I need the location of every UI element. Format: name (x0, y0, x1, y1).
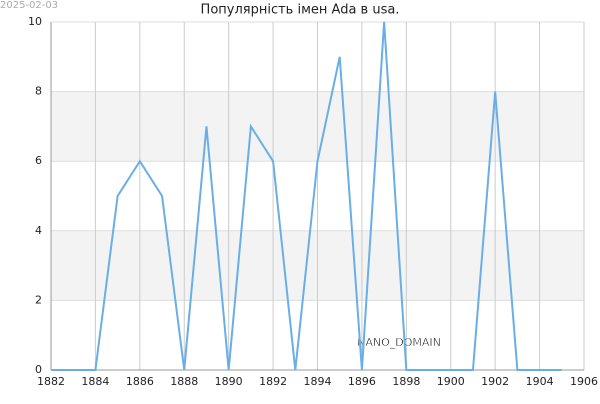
x-tick-label: 1890 (215, 375, 243, 388)
x-tick-label: 1892 (259, 375, 287, 388)
x-tick-label: 1882 (37, 375, 65, 388)
x-tick-label: 1896 (348, 375, 376, 388)
y-tick-label: 6 (35, 154, 42, 167)
x-tick-label: 1884 (81, 375, 109, 388)
y-tick-label: 2 (35, 293, 42, 306)
y-tick-label: 4 (35, 224, 42, 237)
x-tick-label: 1902 (481, 375, 509, 388)
x-tick-label: 1900 (437, 375, 465, 388)
chart-title: Популярність імен Ada в usa. (201, 3, 400, 18)
x-tick-label: 1898 (392, 375, 420, 388)
x-tick-label: 1904 (526, 375, 554, 388)
y-tick-label: 10 (28, 15, 42, 28)
x-tick-label: 1888 (170, 375, 198, 388)
y-tick-label: 0 (35, 363, 42, 376)
data-line (51, 21, 562, 371)
x-tick-label: 1894 (304, 375, 332, 388)
y-tick-label: 8 (35, 85, 42, 98)
date-stamp: 2025-02-03 (0, 0, 58, 11)
x-tick-label: 1886 (126, 375, 154, 388)
watermark: NANO_DOMAIN (357, 336, 441, 349)
x-tick-label: 1906 (570, 375, 598, 388)
